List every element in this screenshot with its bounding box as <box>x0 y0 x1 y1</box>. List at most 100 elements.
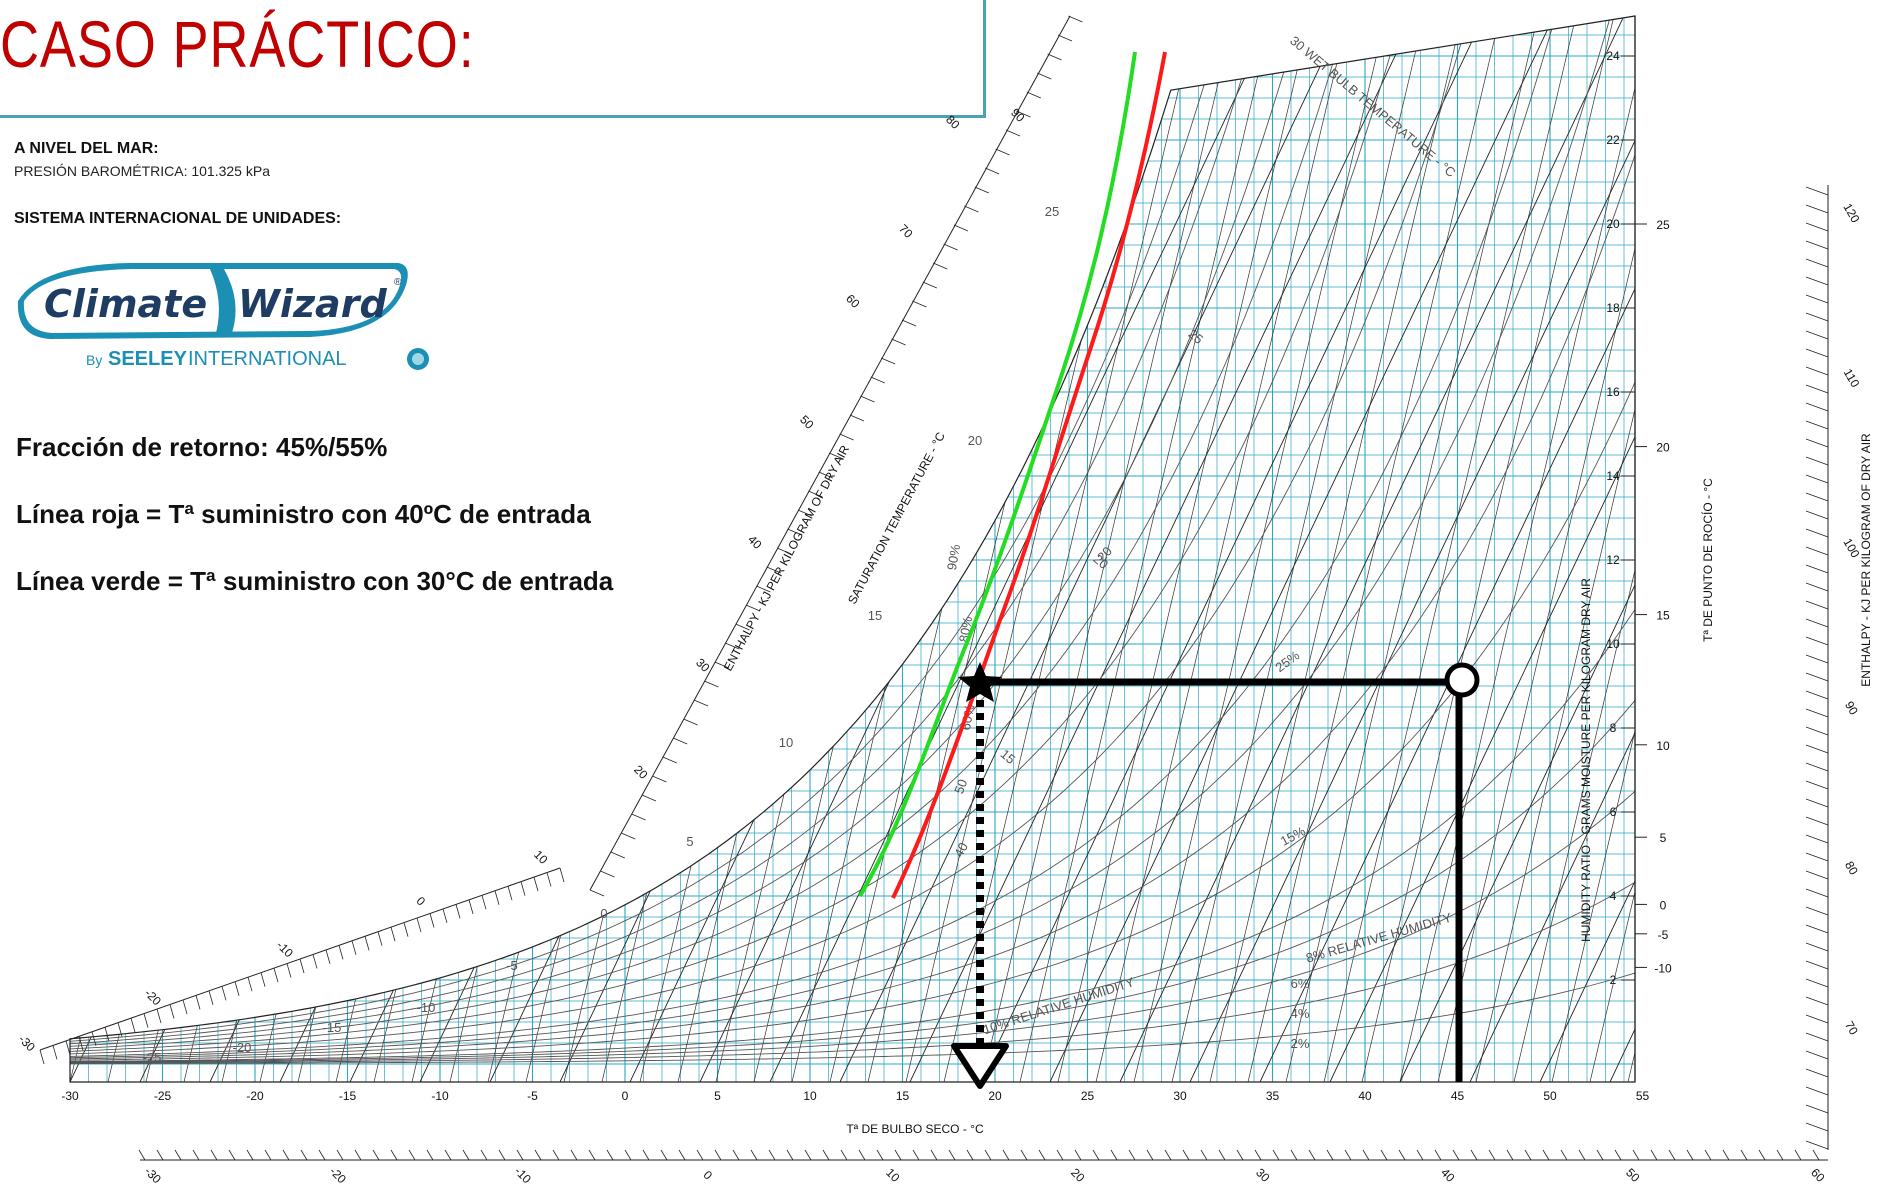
wetbulb-line <box>1095 16 1357 1082</box>
enthalpy-left-tick <box>377 931 383 946</box>
enthalpy-right-tick <box>1805 906 1829 916</box>
enthalpy-right-tick <box>1805 222 1829 232</box>
down-triangle-marker <box>951 1043 1009 1089</box>
enthalpy-left-tick <box>891 338 906 346</box>
enthalpy-bottom-tick <box>1542 1149 1550 1161</box>
enthalpy-line <box>909 16 1431 1082</box>
rh-label: 4% <box>1291 1006 1310 1021</box>
enthalpy-bottom-tick <box>1344 1149 1352 1161</box>
logo-registered: ® <box>394 277 402 288</box>
enthalpy-bottom-tick <box>1056 1149 1064 1161</box>
enthalpy-right-tick <box>1805 1086 1829 1096</box>
enthalpy-bottom-tick <box>948 1149 956 1161</box>
enthalpy-bottom-tick <box>480 1149 488 1161</box>
enthalpy-left-tick <box>995 148 1010 156</box>
enthalpy-bottom-label: -30 <box>142 1164 164 1186</box>
enthalpy-left-tick <box>117 1022 123 1037</box>
enthalpy-left-tick <box>494 890 500 905</box>
enthalpy-bottom-tick <box>1650 1149 1658 1161</box>
enthalpy-bottom-tick <box>1200 1149 1208 1161</box>
enthalpy-left-tick <box>455 904 461 919</box>
enthalpy-left-tick <box>1026 91 1041 99</box>
enthalpy-left-tick <box>156 1008 162 1024</box>
enthalpy-right-label: 70 <box>1842 1019 1861 1038</box>
wetbulb-line <box>1742 0 1877 1082</box>
enthalpy-right-tick <box>1805 366 1829 376</box>
wetbulb-line <box>1247 16 1509 1082</box>
enthalpy-line <box>839 16 1361 1082</box>
wetbulb-line <box>1057 16 1319 1082</box>
enthalpy-bottom-tick <box>354 1149 362 1161</box>
enthalpy-left-label: 0 <box>414 894 429 909</box>
x-tick-label: 5 <box>714 1089 721 1103</box>
enthalpy-bottom-tick <box>498 1149 506 1161</box>
humidity-axis-title: HUMIDITY RATIO - GRAMS MOISTURE PER KILO… <box>1579 578 1593 942</box>
enthalpy-right-tick <box>1805 474 1829 484</box>
green-supply-line <box>858 51 1137 898</box>
logo-word-climate: Climate <box>44 282 207 326</box>
enthalpy-bottom-tick <box>174 1149 182 1161</box>
enthalpy-left-tick <box>520 881 526 896</box>
enthalpy-line <box>70 16 241 1082</box>
enthalpy-bottom-tick <box>300 1149 308 1161</box>
enthalpy-bottom-tick <box>840 1149 848 1161</box>
enthalpy-bottom-tick <box>624 1149 632 1161</box>
enthalpy-right-tick <box>1805 1014 1829 1024</box>
rh-label: 40 <box>951 840 971 860</box>
rh-curve <box>70 16 1635 1052</box>
logo-seeley: SEELEY <box>108 348 188 370</box>
saturation-label: 0 <box>600 906 607 921</box>
enthalpy-bottom-tick <box>1794 1149 1802 1161</box>
enthalpy-right-tick <box>1805 294 1829 304</box>
humidity-tick-label: 2 <box>1610 973 1617 987</box>
enthalpy-right-tick <box>1805 276 1829 286</box>
enthalpy-bottom-tick <box>1218 1149 1226 1161</box>
enthalpy-bottom-tick <box>372 1149 380 1161</box>
enthalpy-bottom-tick <box>1236 1149 1244 1161</box>
enthalpy-left-tick <box>91 1031 97 1046</box>
chart-ticks: -30 -25 -20 -15 -10 -5 0 5 10 15 20 25 30 35 40 45 50 55T… <box>61 49 1715 1136</box>
enthalpy-bottom-tick <box>588 1149 596 1161</box>
chart-border <box>69 15 1636 1083</box>
enthalpy-line <box>1539 16 1635 1082</box>
rh-curve <box>70 16 1635 1045</box>
enthalpy-left-tick <box>953 224 969 232</box>
enthalpy-left-tick <box>208 990 214 1005</box>
enthalpy-bottom-tick <box>1452 1149 1460 1161</box>
x-tick-label: 10 <box>803 1089 817 1103</box>
enthalpy-left-tick <box>777 547 792 555</box>
enthalpy-bottom-tick <box>210 1149 218 1161</box>
enthalpy-right-tick <box>1805 942 1829 952</box>
enthalpy-bottom-tick <box>1506 1149 1514 1161</box>
enthalpy-bottom-tick <box>462 1149 470 1161</box>
dewpoint-tick-label: 15 <box>1656 609 1670 623</box>
enthalpy-line <box>1119 16 1635 1082</box>
enthalpy-bottom-tick <box>660 1149 668 1161</box>
wetbulb-line <box>943 16 1205 1082</box>
enthalpy-bottom-tick <box>444 1149 452 1161</box>
wetbulb-line <box>183 16 445 1082</box>
enthalpy-right-tick <box>1805 1104 1829 1114</box>
x-tick-label: 0 <box>622 1089 629 1103</box>
enthalpy-left-tick <box>299 958 305 974</box>
enthalpy-bottom-tick <box>1740 1149 1748 1161</box>
enthalpy-bottom-tick <box>1308 1149 1316 1161</box>
enthalpy-bottom-tick <box>1596 1149 1604 1161</box>
rh-curve <box>70 16 1635 1055</box>
enthalpy-left-label: 10 <box>531 847 551 867</box>
enthalpy-bottom-tick <box>1272 1149 1280 1161</box>
saturation-label: 15 <box>868 608 882 623</box>
enthalpy-bottom-tick <box>516 1149 524 1161</box>
enthalpy-left-label: 60 <box>843 291 863 311</box>
enthalpy-bottom-tick <box>570 1149 578 1161</box>
enthalpy-left-tick <box>247 977 253 992</box>
x-tick-label: 15 <box>896 1089 910 1103</box>
enthalpy-left-tick <box>693 699 709 707</box>
enthalpy-left-label: 20 <box>631 762 651 782</box>
enthalpy-left-tick <box>442 908 448 924</box>
enthalpy-left-tick <box>1037 72 1052 80</box>
enthalpy-right-tick <box>1805 402 1829 412</box>
enthalpy-left-tick <box>881 357 896 365</box>
enthalpy-bottom-tick <box>534 1149 542 1161</box>
saturation-title: SATURATION TEMPERATURE - °C <box>845 430 948 607</box>
